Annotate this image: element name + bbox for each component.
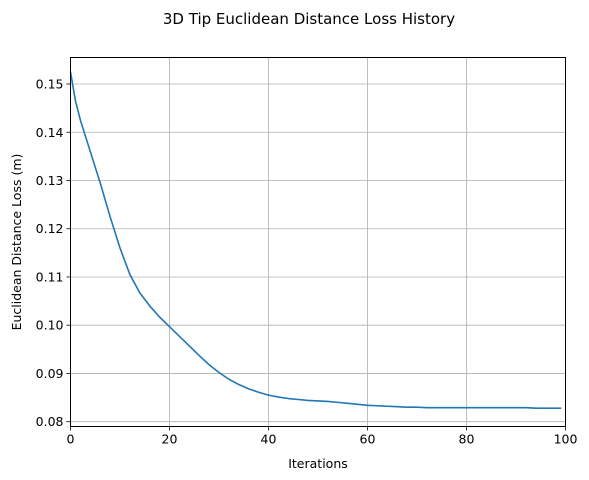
- x-tick-label: 40: [261, 432, 277, 447]
- y-tick-label: 0.15: [36, 77, 64, 92]
- y-tick-label: 0.14: [36, 125, 64, 140]
- y-tick-label: 0.11: [36, 269, 64, 284]
- x-tick-label: 20: [162, 432, 178, 447]
- x-tick-label: 100: [554, 432, 578, 447]
- loss-series-line: [69, 71, 562, 409]
- x-tick-label: 80: [459, 432, 475, 447]
- chart-title: 3D Tip Euclidean Distance Loss History: [163, 10, 455, 28]
- y-tick-label: 0.10: [36, 318, 64, 333]
- y-tick-label: 0.13: [36, 173, 64, 188]
- y-tick-label: 0.09: [36, 366, 64, 381]
- axes-frame: [70, 57, 566, 427]
- axis-ticks: 0 20 40 60 80 100 0.08 0.09 0.10 0.11 0.12 0.13 0.14…: [36, 77, 578, 447]
- x-tick-label: 0: [67, 432, 75, 447]
- x-axis-label: Iterations: [288, 456, 348, 471]
- x-tick-label: 60: [360, 432, 376, 447]
- y-tick-label: 0.08: [36, 414, 64, 429]
- grid-lines: [70, 57, 566, 427]
- plot-area: [69, 71, 562, 409]
- y-axis-label: Euclidean Distance Loss (m): [9, 154, 24, 331]
- y-tick-label: 0.12: [36, 221, 64, 236]
